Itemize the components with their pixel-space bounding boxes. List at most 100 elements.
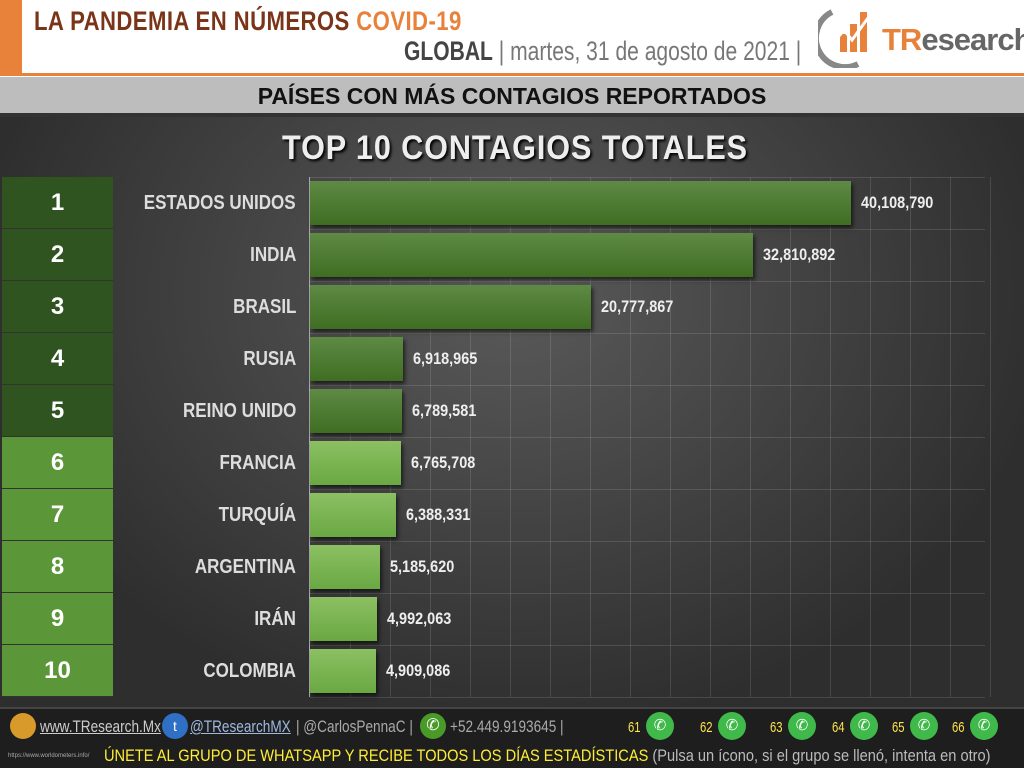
join-main: ÚNETE AL GRUPO DE WHATSAPP Y RECIBE TODO… [104, 746, 649, 765]
logo-accent: TR [882, 22, 922, 57]
page-title: LA PANDEMIA EN NÚMEROS COVID-19 [34, 6, 462, 37]
bar [310, 233, 753, 277]
bar [310, 545, 380, 589]
data-label: 20,777,867 [600, 297, 673, 316]
gridline [430, 177, 431, 697]
website-link[interactable]: www.TResearch.Mx [40, 717, 161, 736]
globe-icon [10, 713, 36, 739]
gridline [910, 177, 911, 697]
data-label: 4,909,086 [386, 661, 451, 680]
gridline [310, 177, 985, 178]
gridline [470, 177, 471, 697]
category-label: REINO UNIDO [182, 400, 296, 422]
category-label: ARGENTINA [194, 556, 296, 578]
gridline [310, 229, 985, 230]
gridline [590, 177, 591, 697]
bar [310, 181, 852, 225]
data-label: 6,388,331 [406, 505, 471, 524]
category-label: IRÁN [254, 608, 296, 630]
rank-cell: 1 [2, 177, 113, 229]
footer: www.TResearch.Mx t @TResearchMX | @Carlo… [0, 707, 1024, 768]
bar [310, 649, 377, 693]
data-label: 4,992,063 [387, 609, 452, 628]
bar [310, 389, 402, 433]
bar [310, 441, 402, 485]
category-label: BRASIL [232, 296, 296, 318]
gridline [950, 177, 951, 697]
accent-bar [0, 0, 22, 73]
chart-title: TOP 10 CONTAGIOS TOTALES [282, 129, 748, 167]
data-label: 6,918,965 [413, 349, 478, 368]
date: | martes, 31 de agosto de 2021 | [498, 36, 802, 66]
category-label: ESTADOS UNIDOS [144, 192, 296, 214]
gridline [310, 333, 985, 334]
whatsapp-icon[interactable]: ✆ [788, 712, 816, 740]
logo-rest: esearch [921, 22, 1024, 57]
data-label: 6,765,708 [411, 453, 476, 472]
whatsapp-group-number: 66 [952, 719, 965, 736]
whatsapp-icon[interactable]: ✆ [646, 712, 674, 740]
data-label: 32,810,892 [762, 245, 836, 264]
rank-cell: 5 [2, 385, 113, 437]
bar [310, 337, 404, 381]
whatsapp-icon[interactable]: ✆ [718, 712, 746, 740]
whatsapp-group-number: 64 [832, 719, 845, 736]
tresearch-logo: TResearch [812, 4, 1024, 71]
gridline [990, 177, 991, 697]
twitter-icon: t [162, 713, 188, 739]
chart-area: TOP 10 CONTAGIOS TOTALES 1 ESTADOS UNIDOS… [0, 117, 1024, 707]
gridline [310, 697, 985, 698]
gridline [390, 177, 391, 697]
gridline [630, 177, 631, 697]
gridline [870, 177, 871, 697]
bar [310, 597, 378, 641]
rank-cell: 3 [2, 281, 113, 333]
gridline [550, 177, 551, 697]
rank-cell: 7 [2, 489, 113, 541]
rank-cell: 8 [2, 541, 113, 593]
title-covid: COVID-19 [356, 6, 462, 36]
source: https://www.worldometers.info/ [8, 753, 90, 759]
rank-cell: 4 [2, 333, 113, 385]
category-label: TURQUÍA [218, 504, 296, 526]
bar [310, 493, 397, 537]
gridline [310, 593, 985, 594]
whatsapp-group-number: 62 [700, 719, 713, 736]
whatsapp-icon[interactable]: ✆ [910, 712, 938, 740]
gridline [350, 177, 351, 697]
gridline [310, 645, 985, 646]
data-label: 5,185,620 [390, 557, 455, 576]
phone-icon: ✆ [420, 713, 446, 739]
rank-cell: 10 [2, 645, 113, 697]
data-label: 6,789,581 [411, 401, 476, 420]
rank-cell: 2 [2, 229, 113, 281]
logo-icon [812, 9, 870, 71]
gridline [670, 177, 671, 697]
gridline [710, 177, 711, 697]
whatsapp-icon[interactable]: ✆ [850, 712, 878, 740]
whatsapp-group-number: 65 [892, 719, 905, 736]
join-note: (Pulsa un ícono, si el grupo se llenó, i… [652, 746, 991, 765]
gridline [310, 437, 985, 438]
twitter-link[interactable]: @TResearchMX [190, 717, 291, 736]
data-label: 40,108,790 [861, 193, 934, 212]
gridline [310, 385, 985, 386]
scope: GLOBAL [404, 36, 493, 66]
logo-text: TResearch [882, 22, 1024, 58]
gridline [310, 489, 985, 490]
gridline [510, 177, 511, 697]
category-label: FRANCIA [219, 452, 297, 474]
whatsapp-icon[interactable]: ✆ [970, 712, 998, 740]
join-text: ÚNETE AL GRUPO DE WHATSAPP Y RECIBE TODO… [104, 746, 990, 766]
handle: | @CarlosPennaC | [296, 717, 413, 736]
category-label: COLOMBIA [203, 660, 296, 682]
rank-cell: 9 [2, 593, 113, 645]
rank-cell: 6 [2, 437, 113, 489]
gridline [750, 177, 751, 697]
whatsapp-group-number: 63 [770, 719, 783, 736]
gridline [310, 541, 985, 542]
gridline [830, 177, 831, 697]
section-subtitle: PAÍSES CON MÁS CONTAGIOS REPORTADOS [0, 77, 1024, 117]
header: LA PANDEMIA EN NÚMEROS COVID-19 GLOBAL |… [0, 0, 1024, 76]
bar [310, 285, 591, 329]
